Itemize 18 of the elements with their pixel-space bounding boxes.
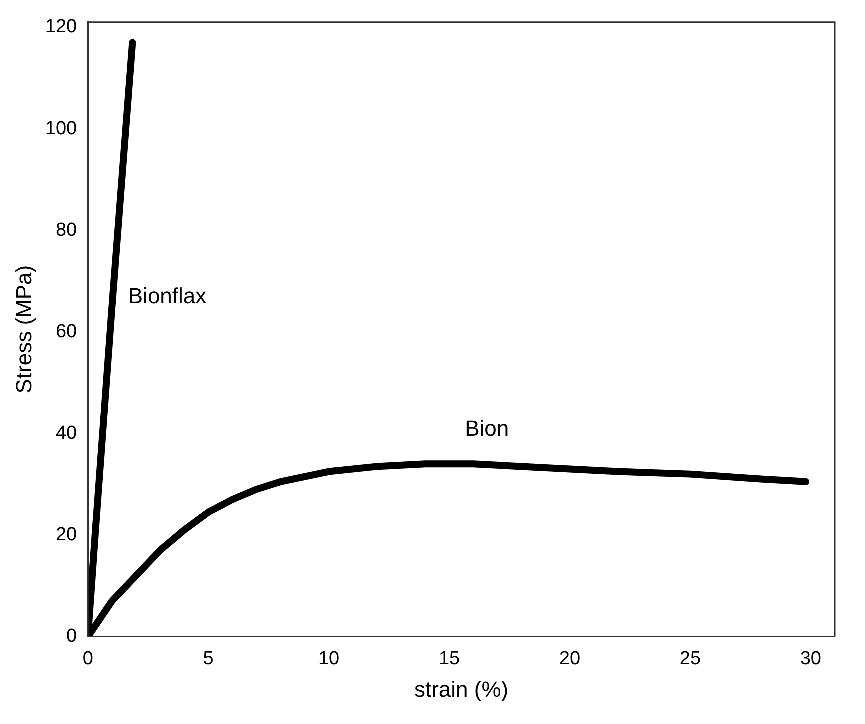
y-tick-label: 60 bbox=[56, 321, 78, 342]
series-label: Bion bbox=[465, 416, 510, 442]
y-tick-label: 80 bbox=[56, 220, 78, 241]
y-tick-label: 0 bbox=[66, 626, 78, 648]
y-tick-label: 100 bbox=[45, 118, 78, 140]
series-label: Bionflax bbox=[128, 283, 207, 308]
y-tick-label: 20 bbox=[56, 524, 78, 546]
y-tick-label: 120 bbox=[45, 16, 78, 38]
y-tick-label: 40 bbox=[56, 422, 78, 444]
x-tick-label: 20 bbox=[559, 648, 581, 670]
x-tick-label: 30 bbox=[800, 648, 822, 670]
x-tick-label: 0 bbox=[82, 648, 94, 670]
x-tick-label: 10 bbox=[318, 648, 340, 670]
x-axis-title: strain (%) bbox=[414, 676, 509, 702]
y-axis-title: Stress (MPa) bbox=[11, 265, 36, 394]
x-tick-label: 25 bbox=[680, 648, 702, 670]
x-tick-label: 5 bbox=[203, 648, 214, 670]
x-tick-label: 15 bbox=[438, 648, 460, 670]
